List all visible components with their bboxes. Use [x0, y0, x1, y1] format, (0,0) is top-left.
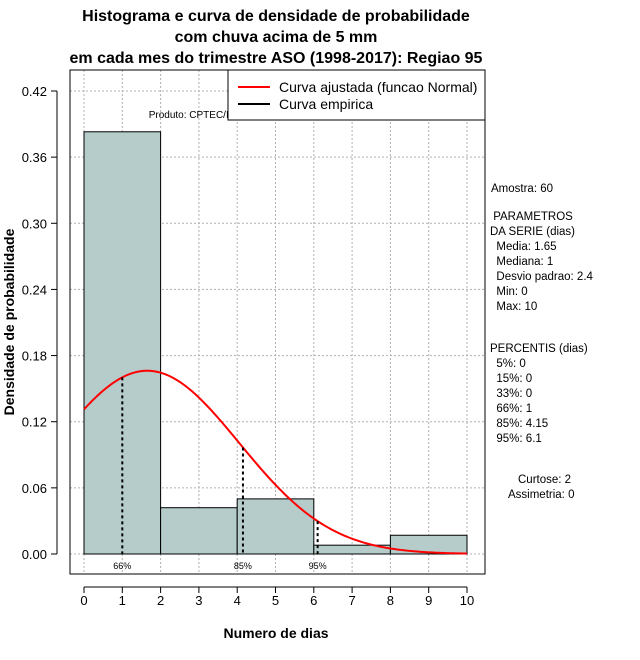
x-tick-label: 10 [460, 593, 474, 608]
y-tick-label: 0.06 [22, 481, 47, 496]
legend-label: Curva empirica [279, 96, 373, 112]
percentile-marker-label: 66% [113, 561, 131, 571]
y-tick-label: 0.00 [22, 547, 47, 562]
x-axis-label: Numero de dias [223, 625, 328, 641]
series-parameters: PARAMETROS DA SERIE (dias) Media: 1.65 Me… [490, 210, 593, 315]
y-tick-label: 0.30 [22, 216, 47, 231]
percentile-line: 15%: 0 [490, 373, 533, 385]
percentile-marker-label: 95% [309, 561, 327, 571]
histogram-bar [160, 507, 238, 555]
kurtosis: Curtose: 2 [518, 474, 572, 486]
skewness: Assimetria: 0 [508, 489, 575, 501]
histogram-bar [236, 498, 315, 555]
parameter-line: Media: 1.65 [490, 241, 557, 253]
histogram-bar [83, 131, 162, 555]
legend-label: Curva ajustada (funcao Normal) [279, 79, 477, 95]
x-tick-label: 2 [157, 593, 164, 608]
y-axis-label: Densidade de probabilidade [1, 228, 17, 415]
chart-title-line: com chuva acima de 5 mm [175, 29, 378, 46]
x-tick-label: 5 [272, 593, 279, 608]
percentile-marker-label: 85% [234, 561, 252, 571]
y-tick-label: 0.36 [22, 150, 47, 165]
parameter-line: PARAMETROS [490, 211, 573, 223]
percentile-line: 85%: 4.15 [490, 418, 549, 430]
percentiles-block: PERCENTIS (dias) 5%: 0 15%: 0 33%: 0 66%… [490, 342, 588, 447]
parameter-line: Mediana: 1 [490, 256, 554, 268]
legend-box [227, 69, 486, 121]
x-tick-label: 7 [348, 593, 355, 608]
chart-title-line: em cada mes do trimestre ASO (1998-2017)… [70, 50, 483, 67]
y-tick-label: 0.18 [22, 349, 47, 364]
x-tick-label: 8 [387, 593, 394, 608]
percentile-line: 66%: 1 [490, 403, 533, 415]
x-tick-label: 6 [310, 593, 317, 608]
normal-curve [83, 369, 468, 555]
parameter-line: Desvio padrao: 2.4 [490, 271, 593, 283]
x-tick-label: 3 [195, 593, 202, 608]
percentile-line: 33%: 0 [490, 388, 533, 400]
x-tick-label: 0 [80, 593, 87, 608]
percentile-line: 95%: 6.1 [490, 433, 542, 445]
y-tick-label: 0.24 [22, 282, 47, 297]
histogram-bar [389, 534, 468, 555]
chart-title-line: Histograma e curva de densidade de proba… [82, 8, 470, 25]
percentile-line: 5%: 0 [490, 358, 526, 370]
x-tick-label: 1 [119, 593, 126, 608]
percentile-line: PERCENTIS (dias) [490, 343, 588, 355]
sample-size: Amostra: 60 [491, 183, 553, 195]
y-tick-label: 0.12 [22, 415, 47, 430]
product-label: Produto: CPTEC/INPE [149, 110, 250, 121]
x-tick-label: 9 [425, 593, 432, 608]
y-tick-label: 0.42 [22, 84, 47, 99]
parameter-line: Max: 10 [490, 301, 538, 313]
parameter-line: DA SERIE (dias) [490, 226, 575, 238]
parameter-line: Min: 0 [490, 286, 528, 298]
x-tick-label: 4 [234, 593, 241, 608]
